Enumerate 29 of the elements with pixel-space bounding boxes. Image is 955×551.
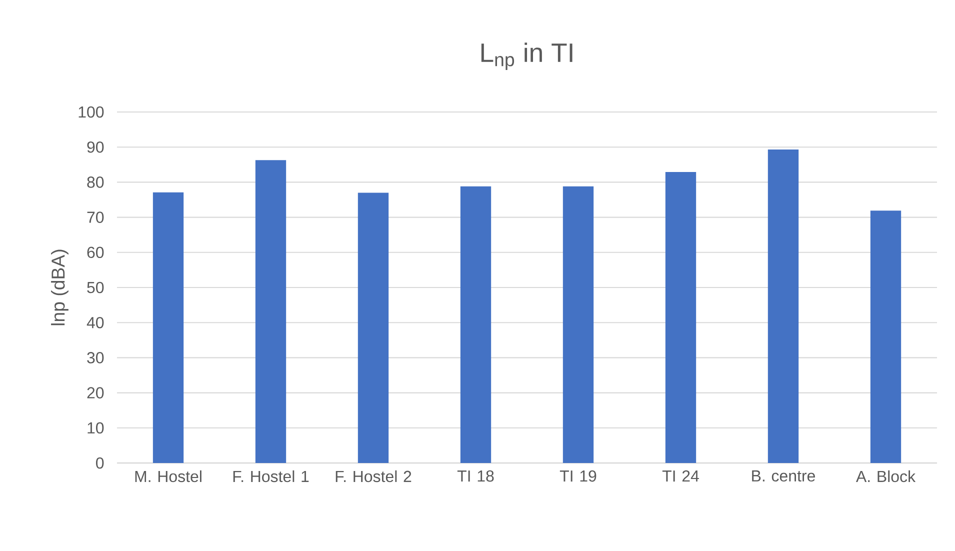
y-tick-label: 10: [88, 422, 104, 434]
bar: [152, 192, 184, 463]
y-tick-label: 60: [87, 246, 104, 258]
y-axis-title: lnp (dBA): [51, 250, 68, 326]
y-tick-label: 0: [96, 457, 104, 469]
x-tick-label: B. centre: [752, 470, 815, 482]
y-tick-label: 20: [87, 387, 104, 398]
bar: [562, 186, 594, 463]
chart-title: L$_{np}$ in TI: [481, 42, 572, 70]
bar: [768, 150, 799, 463]
bar: [460, 186, 492, 463]
y-tick-label: 100: [78, 106, 104, 118]
x-tick-label: TI 19: [560, 470, 596, 482]
x-tick-label: TI 18: [457, 470, 494, 482]
bar: [665, 172, 696, 463]
x-tick-label: F. Hostel 1: [233, 470, 309, 482]
y-tick-label: 80: [87, 176, 104, 188]
y-tick-label: 50: [87, 282, 104, 294]
x-tick-label: TI 24: [662, 470, 699, 482]
y-tick-label: 40: [86, 316, 104, 328]
y-tick-label: 30: [87, 352, 104, 364]
bar: [358, 192, 389, 463]
x-tick-label: F. Hostel 2: [336, 470, 412, 482]
bar: [870, 210, 902, 463]
x-tick-label: A. Block: [856, 470, 916, 482]
y-tick-label: 70: [87, 212, 104, 223]
x-tick-label: M. Hostel: [135, 470, 202, 482]
y-tick-label: 90: [87, 141, 104, 153]
bar: [255, 160, 286, 463]
